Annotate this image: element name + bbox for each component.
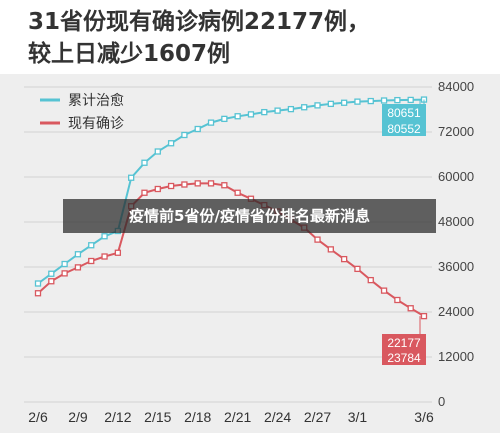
data-point — [181, 181, 188, 188]
data-point — [101, 233, 108, 240]
data-point — [154, 185, 161, 193]
data-point — [234, 189, 241, 196]
data-point — [287, 105, 295, 113]
line-chart: 84000 72000 60000 48000 36000 24000 12000 0 2/6 2… — [24, 79, 474, 425]
data-point — [394, 296, 401, 304]
data-point — [61, 270, 68, 277]
data-point — [327, 100, 334, 108]
data-point — [34, 280, 42, 287]
data-point — [420, 312, 428, 320]
data-point — [74, 264, 82, 271]
headline-line-1: 31省份现有确诊病例22177例， — [28, 9, 371, 35]
y-tick-label: 48000 — [438, 214, 474, 229]
x-tick-label: 2/9 — [68, 409, 88, 425]
x-tick-label: 2/24 — [264, 409, 291, 425]
y-tick-label: 72000 — [438, 124, 474, 139]
data-point — [194, 180, 201, 187]
data-point — [354, 265, 361, 273]
data-point — [141, 159, 148, 166]
data-point — [340, 255, 348, 263]
headline: 31省份现有确诊病例22177例， 较上日减少1607例 — [28, 6, 488, 70]
data-point — [340, 99, 348, 106]
data-label-box — [382, 104, 426, 120]
x-tick-label: 2/27 — [304, 409, 331, 425]
chart-area: 84000 72000 60000 48000 36000 24000 12000 0 2/6 2… — [0, 74, 500, 433]
data-point — [48, 278, 55, 285]
y-tick-label: 36000 — [438, 259, 474, 274]
data-point — [207, 119, 215, 126]
data-point — [261, 108, 268, 116]
data-point — [207, 180, 215, 187]
y-tick-label: 12000 — [438, 349, 474, 364]
data-point — [314, 102, 321, 109]
x-tick-label: 3/6 — [414, 409, 434, 425]
data-point — [74, 251, 82, 258]
legend-label: 现有确诊 — [68, 116, 124, 132]
data-point — [380, 97, 388, 104]
data-point — [354, 98, 361, 105]
y-tick-label: 0 — [438, 394, 445, 409]
data-point — [167, 140, 175, 147]
data-point — [221, 182, 228, 189]
x-tick-label: 2/21 — [224, 409, 251, 425]
data-point — [221, 115, 228, 123]
data-point — [407, 96, 414, 104]
headline-line-2: 较上日减少1607例 — [28, 41, 231, 67]
data-label-box — [382, 349, 426, 365]
data-label: 80651 — [387, 106, 421, 120]
data-point — [61, 260, 68, 268]
data-point — [101, 253, 108, 260]
data-point — [367, 276, 374, 284]
data-point — [88, 257, 95, 265]
data-point — [394, 96, 401, 104]
x-tick-label: 2/12 — [104, 409, 131, 425]
data-point — [154, 148, 161, 155]
x-tick-label: 2/15 — [144, 409, 171, 425]
data-point — [181, 131, 188, 139]
x-tick-label: 3/1 — [348, 409, 368, 425]
data-point — [274, 107, 281, 114]
data-label: 80552 — [387, 122, 421, 136]
data-point — [367, 97, 374, 105]
data-point — [48, 270, 55, 277]
data-point — [234, 113, 241, 120]
data-point — [380, 287, 388, 294]
data-point — [314, 236, 321, 243]
data-point — [141, 189, 148, 196]
data-point — [88, 242, 95, 249]
data-point — [247, 111, 255, 118]
data-label: 23784 — [387, 351, 421, 365]
data-label-box — [382, 334, 426, 350]
data-point — [407, 305, 414, 312]
y-tick-label: 60000 — [438, 169, 474, 184]
y-tick-label: 84000 — [438, 79, 474, 94]
data-point — [167, 182, 175, 190]
x-tick-label: 2/18 — [184, 409, 211, 425]
data-point — [114, 249, 122, 256]
legend-label: 累计治愈 — [68, 93, 124, 109]
data-point — [34, 290, 42, 297]
data-point — [327, 246, 334, 253]
y-tick-label: 24000 — [438, 304, 474, 319]
data-point — [128, 174, 135, 181]
data-label-box — [382, 120, 426, 136]
data-point — [301, 104, 308, 111]
x-tick-label: 2/6 — [28, 409, 48, 425]
data-point — [194, 125, 201, 133]
overlay-banner: 疫情前5省份/疫情省份排名最新消息 — [63, 199, 436, 233]
data-label: 22177 — [387, 336, 421, 350]
